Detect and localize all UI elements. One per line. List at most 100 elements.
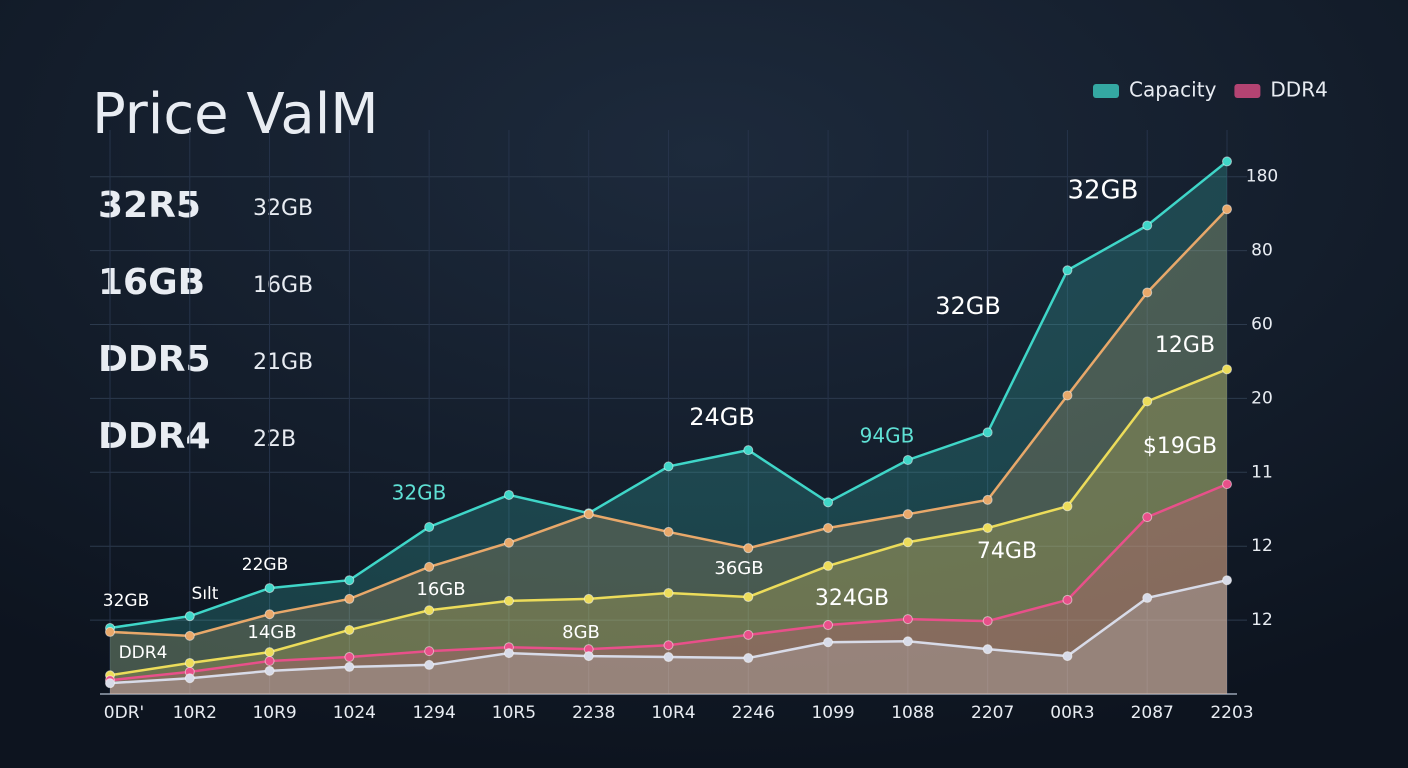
point (1142, 220, 1153, 231)
y-tick-label: 12 (1251, 610, 1273, 630)
point (424, 605, 435, 616)
chart-title: Price ValM (92, 82, 379, 147)
point (184, 673, 195, 684)
point (902, 509, 913, 520)
side-label: 16GB (98, 262, 205, 303)
point (663, 652, 674, 663)
point (743, 591, 754, 602)
y-tick-label: 11 (1251, 462, 1273, 482)
side-label: 32R5 (98, 185, 201, 226)
y-tick-label: 80 (1251, 241, 1273, 261)
side-label: DDR4 (98, 416, 211, 457)
point (344, 652, 355, 663)
point (743, 445, 754, 456)
area (110, 161, 1227, 694)
point (105, 678, 115, 689)
annotation: 32GB (935, 292, 1001, 320)
point (503, 648, 514, 659)
point (823, 637, 834, 648)
point (1062, 390, 1073, 401)
point (982, 427, 993, 438)
annotation: 36GB (714, 558, 763, 579)
point (344, 575, 355, 586)
annotation: 32GB (1067, 176, 1138, 206)
annotation: 16GB (416, 579, 465, 600)
side-value: 22B (253, 427, 296, 452)
x-tick-label: 00R3 (1050, 703, 1094, 723)
annotation: 32GB (103, 591, 149, 611)
point (503, 489, 514, 500)
legend-label: DDR4 (1270, 78, 1327, 102)
point (503, 537, 514, 548)
legend-swatch (1234, 84, 1261, 98)
x-tick-label: 1294 (413, 703, 456, 723)
point (344, 624, 355, 635)
point (1062, 265, 1073, 276)
legend-swatch (1093, 84, 1119, 98)
point (1222, 479, 1232, 490)
point (902, 454, 913, 465)
annotation: 32GB (392, 481, 447, 505)
point (663, 588, 674, 599)
area (110, 580, 1227, 694)
point (823, 497, 834, 508)
annotation: 94GB (860, 424, 915, 448)
area (110, 369, 1227, 694)
legend-label: Capacity (1129, 78, 1217, 102)
point (823, 522, 834, 533)
point (1142, 512, 1153, 523)
x-tick-label: 10R9 (252, 703, 296, 723)
annotation: $19GB (1143, 434, 1217, 459)
y-tick-label: 60 (1251, 315, 1273, 335)
point (902, 614, 913, 625)
point (743, 653, 754, 664)
annotation: 74GB (977, 539, 1037, 564)
point (184, 657, 195, 668)
point (1142, 592, 1153, 603)
y-tick-label: 20 (1251, 388, 1273, 408)
point (184, 630, 195, 641)
annotation: 324GB (815, 586, 889, 611)
point (424, 646, 435, 657)
point (743, 629, 754, 640)
point (424, 561, 435, 572)
point (1062, 501, 1073, 512)
point (1142, 396, 1153, 407)
point (583, 509, 594, 520)
annotation: Sılt (192, 584, 219, 604)
point (1222, 575, 1232, 586)
x-tick-label: 2207 (971, 703, 1014, 723)
annotation: 8GB (562, 622, 600, 643)
point (982, 644, 993, 655)
x-tick-label: 2246 (732, 703, 775, 723)
point (982, 522, 993, 533)
point (264, 609, 275, 620)
annotation: DDR4 (119, 643, 168, 663)
point (1142, 287, 1153, 298)
point (902, 537, 913, 548)
area (110, 209, 1227, 694)
point (902, 636, 913, 647)
y-tick-label: 12 (1251, 536, 1273, 556)
point (743, 543, 754, 554)
side-value: 32GB (253, 196, 313, 221)
point (982, 494, 993, 505)
point (184, 611, 195, 622)
point (264, 647, 275, 658)
point (823, 620, 834, 631)
side-value: 16GB (253, 273, 313, 298)
x-tick-label: 2203 (1210, 703, 1253, 723)
point (583, 651, 594, 662)
x-tick-label: 2238 (572, 703, 615, 723)
point (663, 640, 674, 651)
point (1222, 204, 1232, 215)
point (1062, 651, 1073, 662)
x-tick-label: 2087 (1131, 703, 1174, 723)
point (503, 595, 514, 606)
side-value: 21GB (253, 350, 313, 375)
x-tick-label: 1088 (891, 703, 934, 723)
annotation: 24GB (689, 403, 755, 431)
point (1222, 364, 1232, 375)
